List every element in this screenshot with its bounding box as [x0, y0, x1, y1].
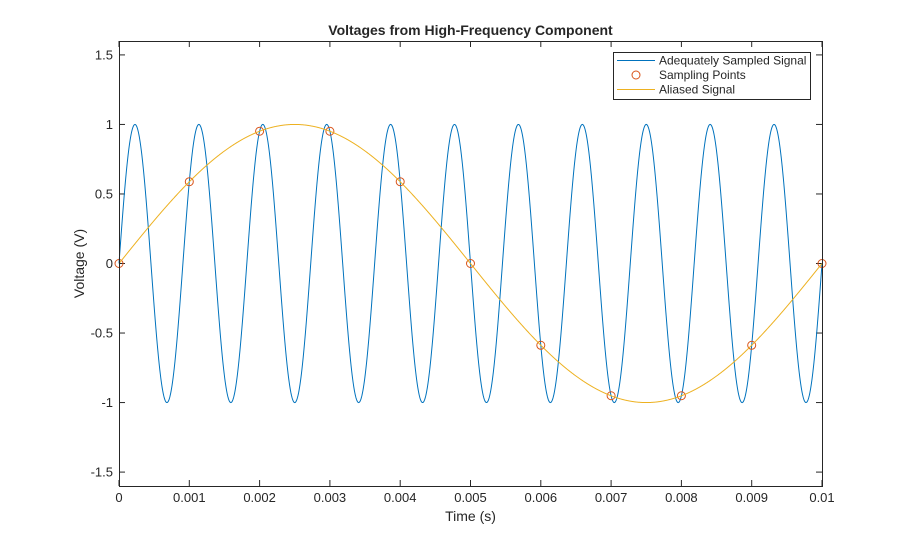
series-layer — [114, 123, 827, 404]
x-tick-label: 0.005 — [454, 490, 487, 505]
y-tick-label: 0.5 — [95, 186, 113, 201]
sampling-point — [536, 340, 546, 350]
sampling-point — [325, 126, 335, 136]
y-tick-label: -1.5 — [91, 465, 113, 480]
x-tick-label: 0.007 — [595, 490, 628, 505]
x-tick-label: 0.008 — [665, 490, 698, 505]
legend-label-aliased-signal: Aliased Signal — [659, 83, 735, 97]
x-tick-label: 0.006 — [525, 490, 558, 505]
x-tick-label: 0.003 — [314, 490, 347, 505]
legend-label-sampling-points: Sampling Points — [659, 68, 746, 82]
y-tick-label: 1 — [106, 117, 113, 132]
axes-box — [119, 41, 823, 487]
x-tick-label: 0.001 — [173, 490, 206, 505]
legend-label-adequately-sampled-signal: Adequately Sampled Signal — [659, 54, 806, 68]
y-tick-label: -0.5 — [91, 326, 113, 341]
y-tick-label: -1 — [101, 395, 113, 410]
legend-swatch-sampling-points — [631, 70, 641, 80]
sampling-point — [255, 126, 265, 136]
chart-title: Voltages from High-Frequency Component — [328, 22, 613, 38]
x-tick-label: 0 — [115, 490, 122, 505]
series-line-aliased-signal — [118, 123, 823, 404]
sampling-point — [747, 340, 757, 350]
x-tick-label: 0.01 — [809, 490, 834, 505]
x-tick-label: 0.004 — [384, 490, 417, 505]
x-tick-label: 0.002 — [243, 490, 276, 505]
sampling-point — [184, 177, 194, 187]
y-axis-label: Voltage (V) — [71, 229, 87, 298]
sampling-point — [676, 391, 686, 401]
sampling-point — [395, 177, 405, 187]
y-tick-label: 1.5 — [95, 47, 113, 62]
sampling-point — [606, 391, 616, 401]
x-tick-label: 0.009 — [735, 490, 768, 505]
sampling-point — [466, 259, 475, 268]
axis-ticks: 0 0.001 0.002 0.003 0.004 0.005 0.006 0.007 0.00… — [91, 41, 835, 505]
y-tick-label: 0 — [106, 256, 113, 271]
x-axis-label: Time (s) — [445, 508, 496, 524]
